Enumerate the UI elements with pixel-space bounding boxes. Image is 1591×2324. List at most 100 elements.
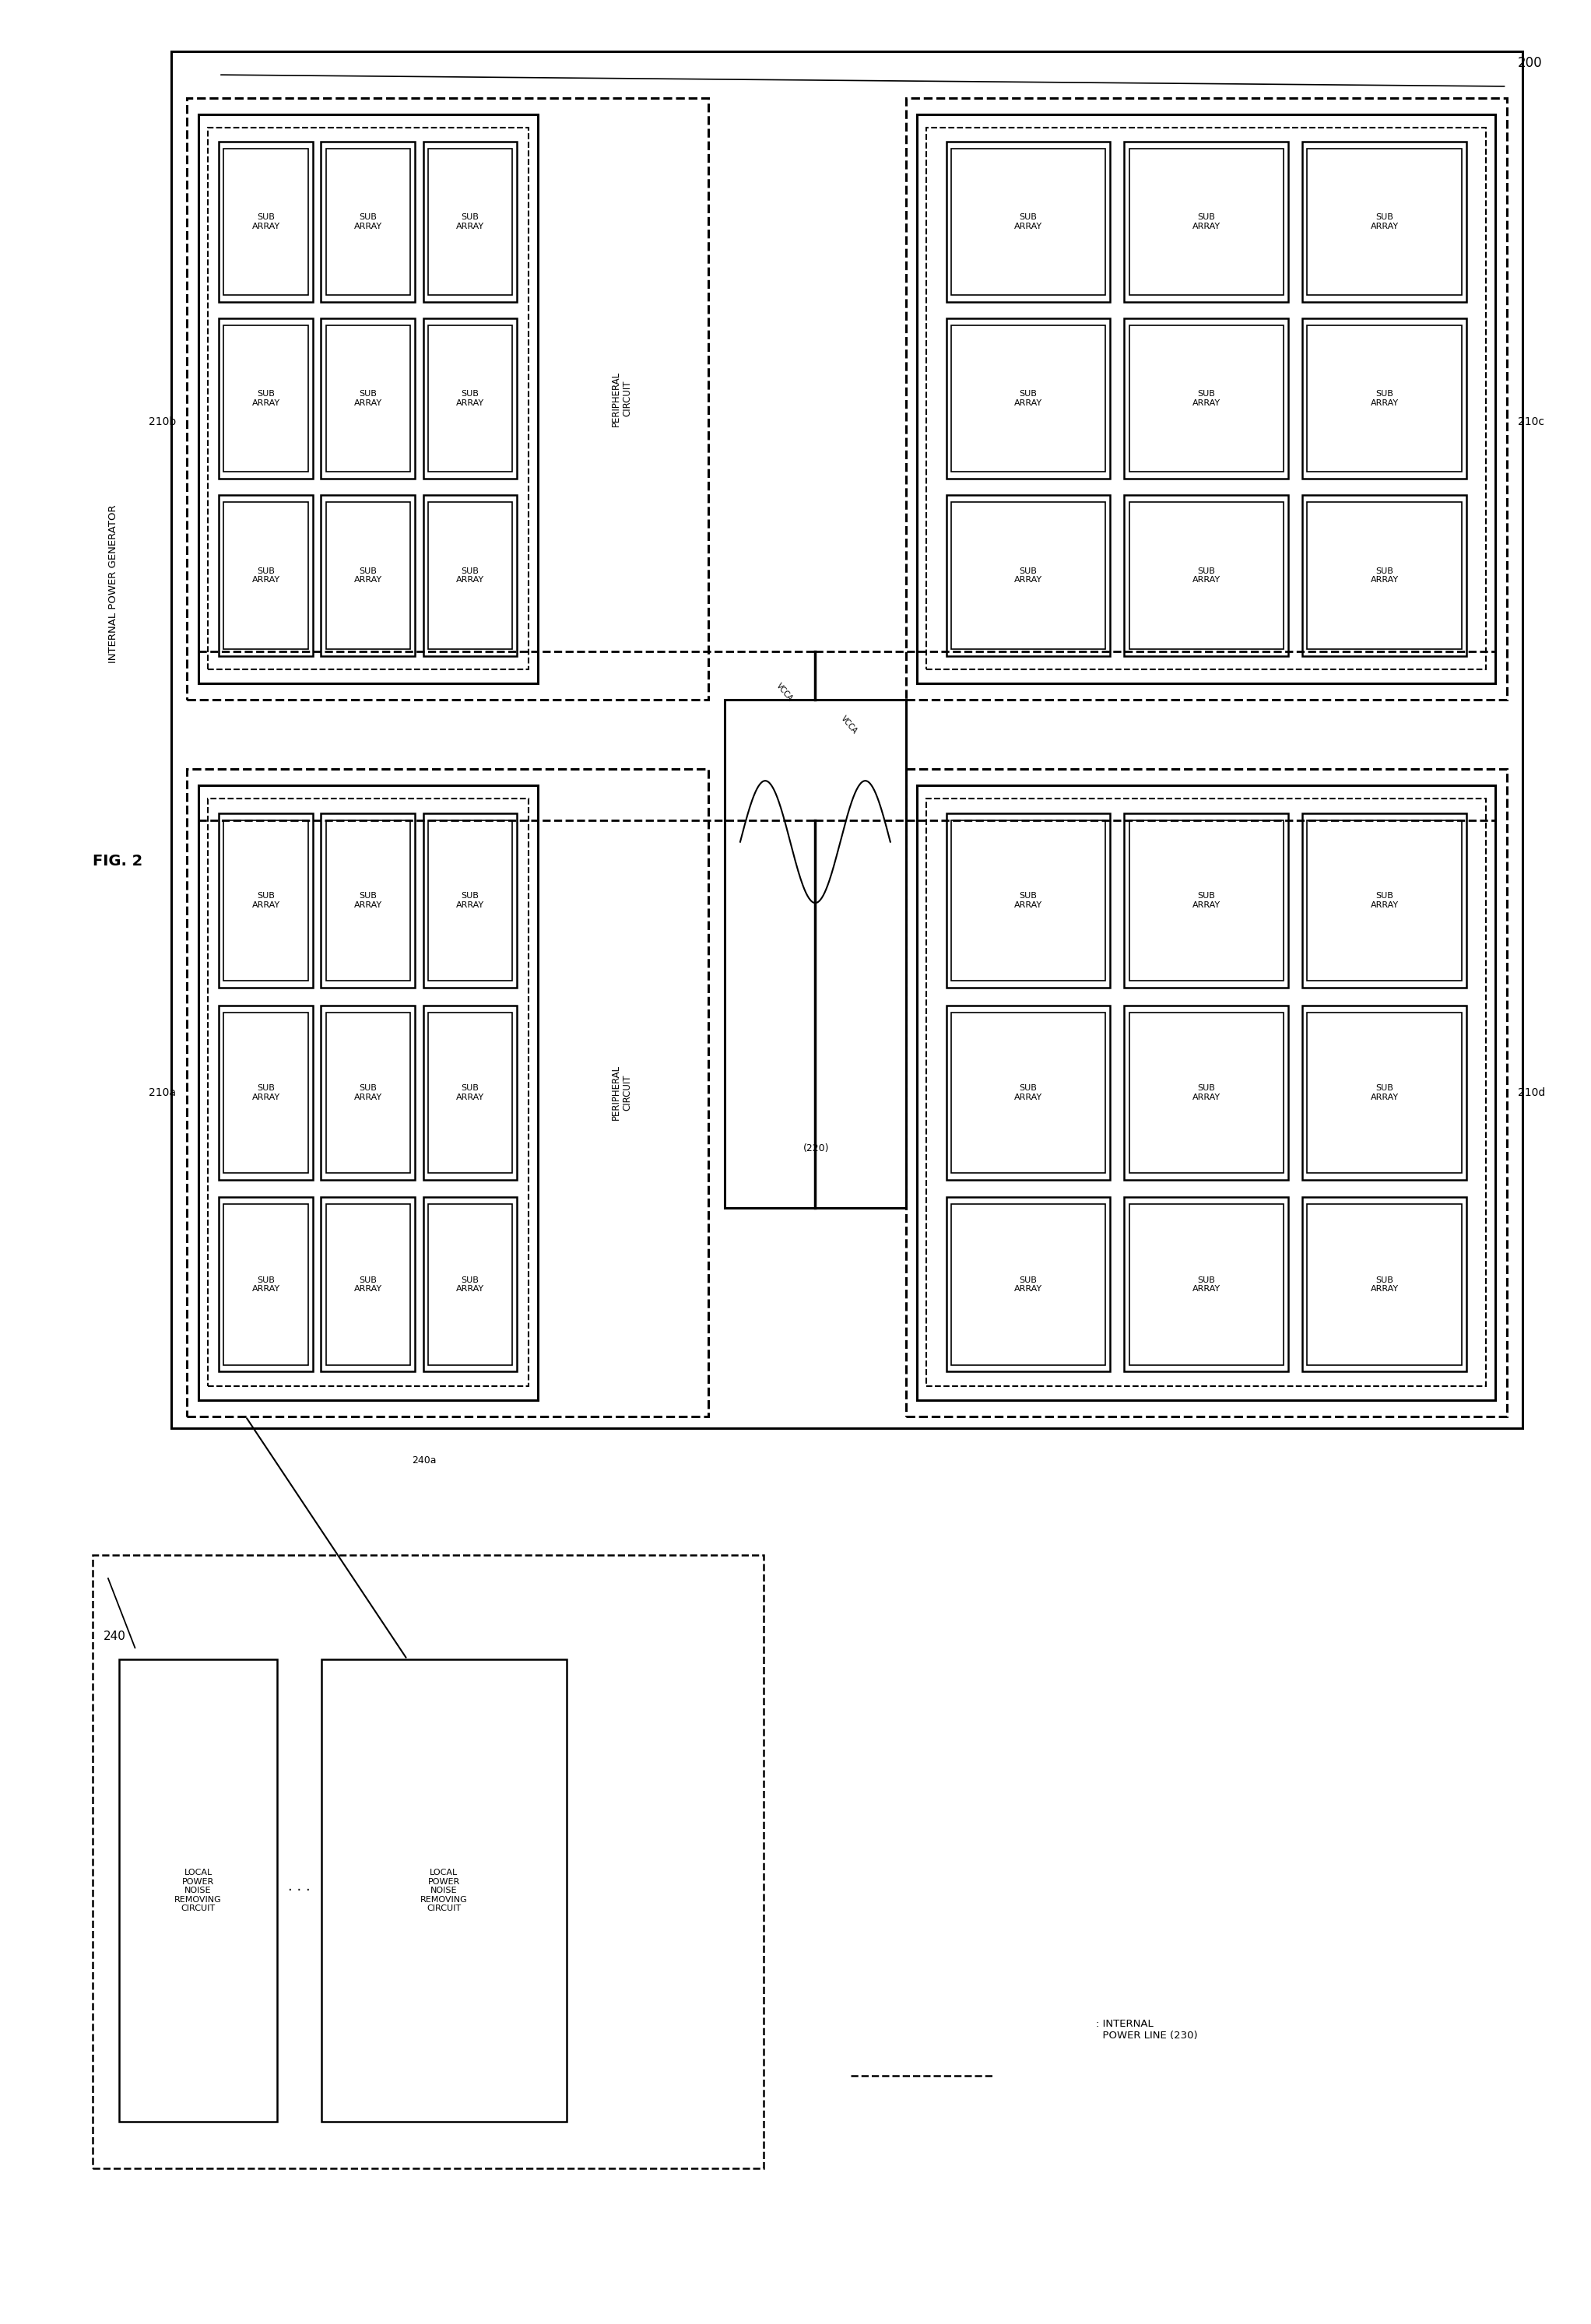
Bar: [208, 799, 528, 1387]
Bar: [1303, 142, 1467, 302]
Bar: [220, 495, 313, 655]
Bar: [907, 769, 1507, 1415]
Bar: [428, 502, 512, 648]
Bar: [947, 1197, 1111, 1371]
Bar: [1125, 1006, 1289, 1181]
Bar: [423, 1197, 517, 1371]
Bar: [220, 813, 313, 988]
Text: SUB
ARRAY: SUB ARRAY: [355, 214, 382, 230]
Text: SUB
ARRAY: SUB ARRAY: [1013, 567, 1042, 583]
Text: 210d: 210d: [1518, 1088, 1545, 1097]
Bar: [1130, 149, 1284, 295]
Bar: [326, 325, 410, 472]
Bar: [224, 820, 309, 981]
Bar: [224, 325, 309, 472]
Bar: [947, 813, 1111, 988]
Bar: [1303, 1006, 1467, 1181]
Text: PERIPHERAL
CIRCUIT: PERIPHERAL CIRCUIT: [611, 1064, 633, 1120]
Text: SUB
ARRAY: SUB ARRAY: [1370, 567, 1398, 583]
Bar: [1308, 1013, 1462, 1174]
Bar: [326, 1013, 410, 1174]
Text: SUB
ARRAY: SUB ARRAY: [251, 567, 280, 583]
Bar: [224, 1013, 309, 1174]
Bar: [724, 700, 907, 1208]
Bar: [326, 1204, 410, 1364]
Bar: [1125, 1197, 1289, 1371]
Bar: [1308, 149, 1462, 295]
Text: SUB
ARRAY: SUB ARRAY: [1013, 1085, 1042, 1102]
Text: SUB
ARRAY: SUB ARRAY: [1370, 390, 1398, 407]
Text: SUB
ARRAY: SUB ARRAY: [251, 1276, 280, 1292]
Text: 210c: 210c: [1518, 416, 1545, 428]
Bar: [916, 114, 1496, 683]
Text: SUB
ARRAY: SUB ARRAY: [1370, 1085, 1398, 1102]
Text: 210a: 210a: [150, 1088, 177, 1097]
Bar: [947, 1006, 1111, 1181]
Text: SUB
ARRAY: SUB ARRAY: [251, 214, 280, 230]
Bar: [224, 149, 309, 295]
Bar: [199, 114, 538, 683]
Bar: [428, 1013, 512, 1174]
Bar: [947, 142, 1111, 302]
Bar: [220, 142, 313, 302]
Bar: [321, 813, 415, 988]
Text: LOCAL
POWER
NOISE
REMOVING
CIRCUIT: LOCAL POWER NOISE REMOVING CIRCUIT: [420, 1868, 468, 1913]
Text: SUB
ARRAY: SUB ARRAY: [251, 390, 280, 407]
Bar: [1125, 142, 1289, 302]
Bar: [951, 1204, 1106, 1364]
Bar: [326, 149, 410, 295]
Bar: [188, 769, 708, 1415]
Text: SUB
ARRAY: SUB ARRAY: [457, 1085, 484, 1102]
Text: VCCA: VCCA: [840, 713, 859, 734]
Bar: [321, 1006, 415, 1181]
Text: SUB
ARRAY: SUB ARRAY: [1192, 892, 1220, 909]
Bar: [951, 1013, 1106, 1174]
Bar: [1125, 813, 1289, 988]
Text: SUB
ARRAY: SUB ARRAY: [355, 390, 382, 407]
Bar: [1125, 318, 1289, 479]
Bar: [907, 98, 1507, 700]
Text: SUB
ARRAY: SUB ARRAY: [355, 1085, 382, 1102]
Bar: [321, 318, 415, 479]
Bar: [951, 325, 1106, 472]
Bar: [321, 1659, 566, 2122]
Bar: [423, 1006, 517, 1181]
Text: 200: 200: [1518, 56, 1543, 70]
Bar: [1303, 1197, 1467, 1371]
Bar: [926, 799, 1486, 1387]
Text: SUB
ARRAY: SUB ARRAY: [1013, 390, 1042, 407]
Bar: [188, 98, 708, 700]
Bar: [423, 495, 517, 655]
Text: SUB
ARRAY: SUB ARRAY: [355, 892, 382, 909]
Text: LOCAL
POWER
NOISE
REMOVING
CIRCUIT: LOCAL POWER NOISE REMOVING CIRCUIT: [175, 1868, 221, 1913]
Text: SUB
ARRAY: SUB ARRAY: [1013, 892, 1042, 909]
Bar: [1303, 318, 1467, 479]
Bar: [428, 149, 512, 295]
Text: 240: 240: [103, 1631, 126, 1643]
Text: SUB
ARRAY: SUB ARRAY: [251, 892, 280, 909]
Bar: [1130, 325, 1284, 472]
Bar: [1308, 502, 1462, 648]
Bar: [1308, 1204, 1462, 1364]
Text: VCCA: VCCA: [775, 681, 794, 702]
Bar: [326, 820, 410, 981]
Bar: [1130, 820, 1284, 981]
Bar: [172, 51, 1523, 1427]
Bar: [208, 128, 528, 669]
Bar: [1308, 325, 1462, 472]
Text: SUB
ARRAY: SUB ARRAY: [1192, 214, 1220, 230]
Bar: [321, 142, 415, 302]
Text: SUB
ARRAY: SUB ARRAY: [1013, 214, 1042, 230]
Text: 210b: 210b: [148, 416, 177, 428]
Bar: [119, 1659, 277, 2122]
Text: SUB
ARRAY: SUB ARRAY: [355, 1276, 382, 1292]
Text: SUB
ARRAY: SUB ARRAY: [355, 567, 382, 583]
Text: SUB
ARRAY: SUB ARRAY: [1370, 892, 1398, 909]
Bar: [428, 820, 512, 981]
Bar: [92, 1555, 764, 2168]
Text: PERIPHERAL
CIRCUIT: PERIPHERAL CIRCUIT: [611, 372, 633, 425]
Bar: [1308, 820, 1462, 981]
Text: SUB
ARRAY: SUB ARRAY: [251, 1085, 280, 1102]
Bar: [951, 502, 1106, 648]
Text: (220): (220): [803, 1143, 829, 1153]
